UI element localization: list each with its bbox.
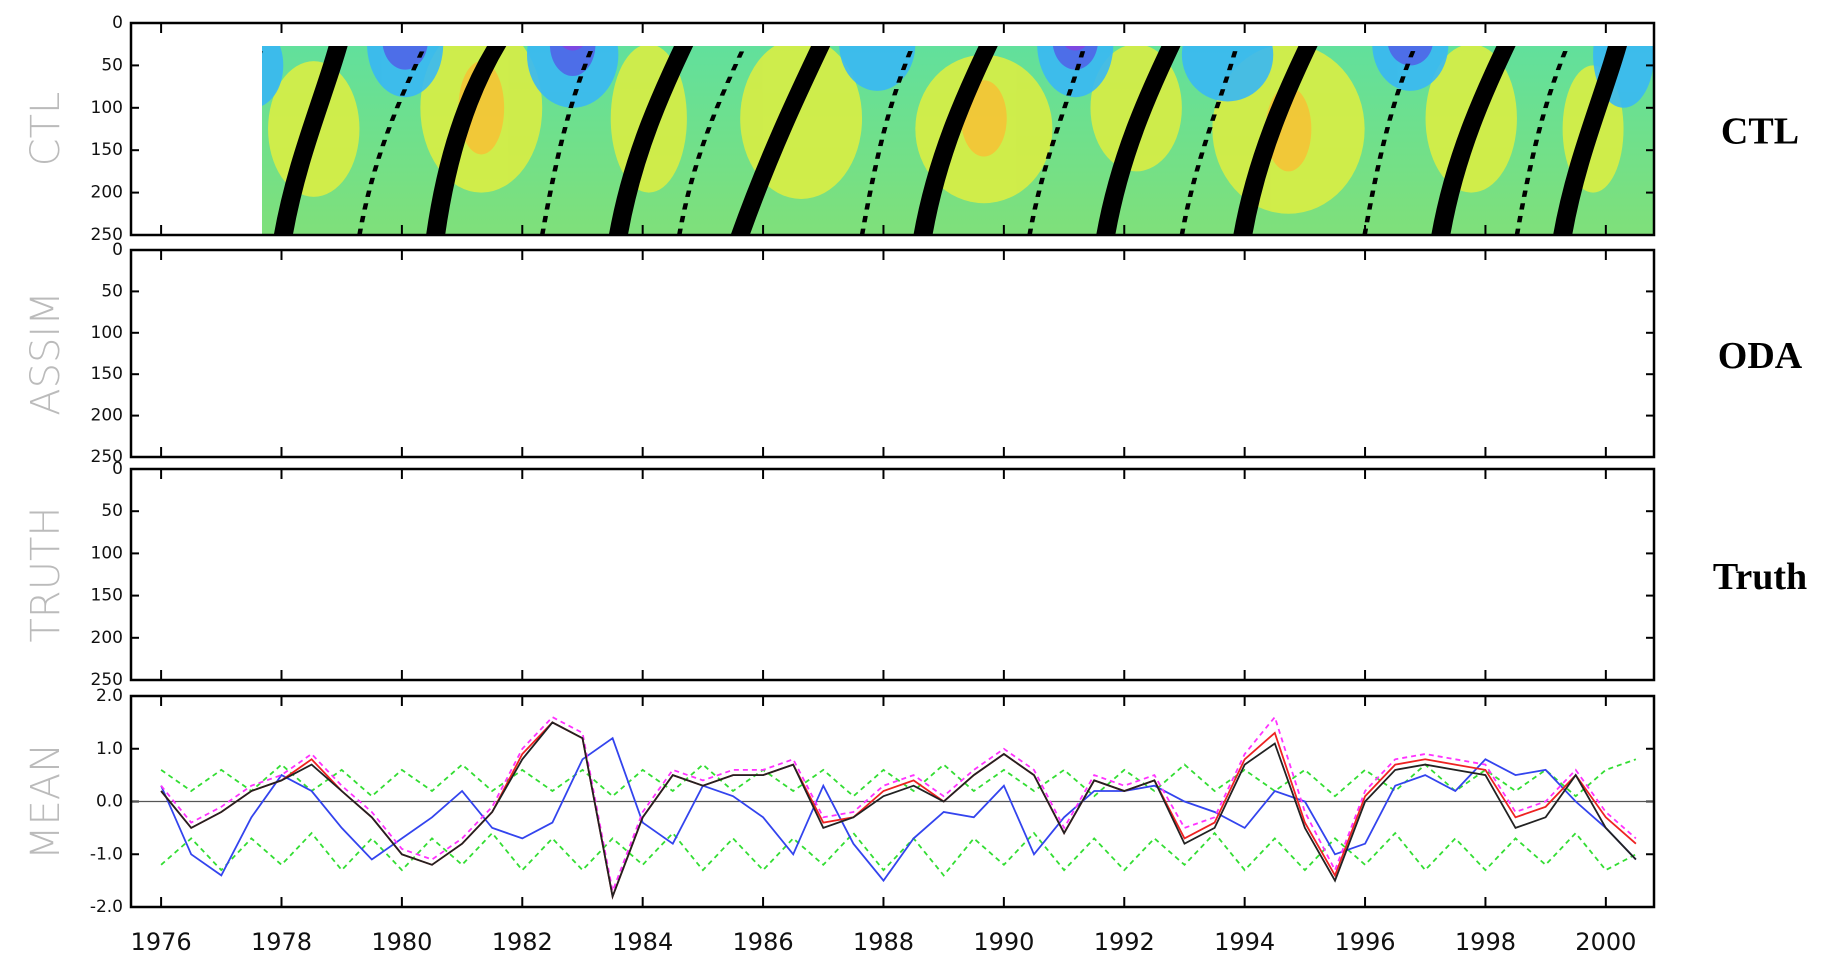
contour-field bbox=[131, 0, 1654, 235]
y-tick-label: 150 bbox=[91, 364, 123, 384]
x-tick-label: 1994 bbox=[1214, 928, 1275, 956]
y-tick-label: 200 bbox=[91, 628, 123, 648]
y-axis-label: MEAN bbox=[23, 743, 69, 860]
y-tick-label: 50 bbox=[101, 281, 123, 301]
x-tick-label: 1980 bbox=[371, 928, 432, 956]
series-line bbox=[160, 831, 1637, 877]
x-tick-label: 1996 bbox=[1335, 928, 1396, 956]
x-tick-label: 2000 bbox=[1575, 928, 1636, 956]
series-line bbox=[160, 721, 1637, 900]
y-tick-label: 100 bbox=[91, 323, 123, 343]
panel-frame bbox=[129, 467, 1656, 682]
panel-label: Truth bbox=[1713, 556, 1807, 598]
panel-frame bbox=[129, 248, 1656, 459]
y-axis-label: TRUTH bbox=[23, 506, 69, 642]
y-tick-label: 200 bbox=[91, 183, 123, 203]
x-tick-label: 1978 bbox=[251, 928, 312, 956]
series-line bbox=[160, 721, 1637, 900]
panel-label: CTL bbox=[1721, 111, 1799, 153]
y-tick-label: 0 bbox=[112, 459, 123, 479]
y-tick-label: 150 bbox=[91, 586, 123, 606]
y-tick-label: 250 bbox=[91, 670, 123, 690]
x-tick-label: 1982 bbox=[492, 928, 553, 956]
y-tick-label: 250 bbox=[91, 225, 123, 245]
y-tick-label: -2.0 bbox=[90, 897, 123, 917]
y-tick-label: 200 bbox=[91, 406, 123, 426]
x-tick-label: 1990 bbox=[973, 928, 1034, 956]
y-tick-label: -1.0 bbox=[90, 844, 123, 864]
y-tick-label: 1.0 bbox=[96, 739, 123, 759]
panel-frame bbox=[129, 694, 1656, 909]
series-line bbox=[160, 715, 1637, 895]
contour-field bbox=[131, 219, 1654, 457]
y-axis-label: ASSIM bbox=[23, 291, 69, 415]
x-tick-label: 1984 bbox=[612, 928, 673, 956]
x-tick-label: 1988 bbox=[853, 928, 914, 956]
y-tick-label: 100 bbox=[91, 543, 123, 563]
y-tick-label: 0.0 bbox=[96, 792, 123, 812]
y-tick-label: 150 bbox=[91, 140, 123, 160]
series-line bbox=[160, 758, 1637, 798]
y-axis-label: CTL bbox=[23, 92, 69, 167]
x-tick-label: 1986 bbox=[733, 928, 794, 956]
x-tick-label: 1992 bbox=[1094, 928, 1155, 956]
series-line bbox=[160, 736, 1637, 883]
y-tick-label: 100 bbox=[91, 98, 123, 118]
contour-field bbox=[131, 437, 1654, 680]
x-tick-label: 1976 bbox=[131, 928, 192, 956]
y-tick-label: 0 bbox=[112, 240, 123, 260]
panel-label: ODA bbox=[1718, 335, 1803, 377]
y-tick-label: 250 bbox=[91, 447, 123, 467]
y-tick-label: 50 bbox=[101, 55, 123, 75]
y-tick-label: 0 bbox=[112, 13, 123, 33]
x-tick-label: 1998 bbox=[1455, 928, 1516, 956]
y-tick-label: 50 bbox=[101, 501, 123, 521]
y-tick-label: 2.0 bbox=[96, 686, 123, 706]
panel-frame bbox=[129, 21, 1656, 237]
